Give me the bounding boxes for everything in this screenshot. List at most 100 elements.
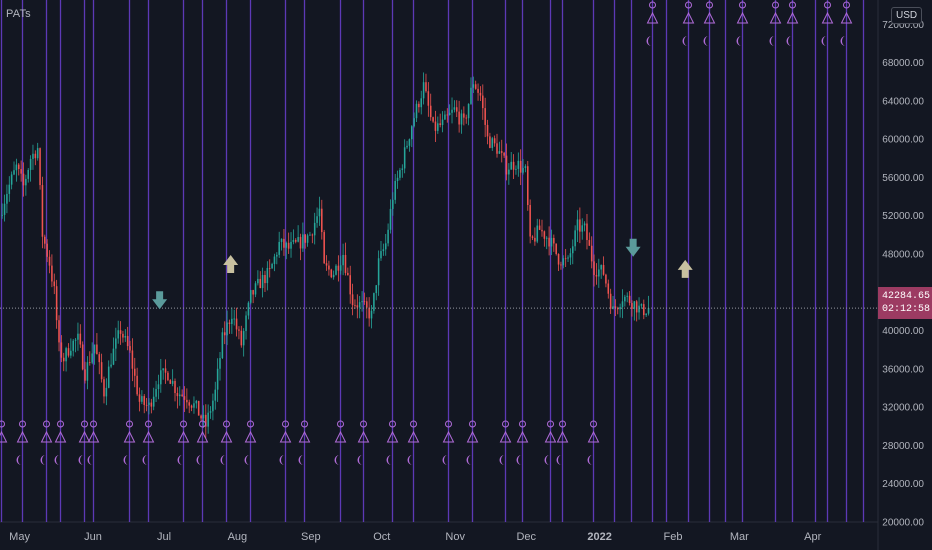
triangle-symbol xyxy=(840,11,853,24)
candle xyxy=(626,292,629,303)
astro-symbols-bottom xyxy=(466,420,479,465)
candle-body xyxy=(560,264,562,266)
triangle-symbol xyxy=(244,430,257,443)
candle-body xyxy=(569,253,572,258)
candle-body xyxy=(373,293,375,311)
astro-symbols-top xyxy=(646,1,659,47)
candle-body xyxy=(157,384,160,390)
candle-body xyxy=(261,275,264,289)
candle xyxy=(550,229,553,255)
candle xyxy=(36,142,39,161)
candle xyxy=(209,406,212,419)
candle-body xyxy=(8,184,11,194)
candle-body xyxy=(264,275,266,284)
circle-symbol xyxy=(547,420,554,428)
candle xyxy=(27,168,30,183)
circle-symbol xyxy=(282,420,289,428)
candle-body xyxy=(609,293,612,309)
candle xyxy=(100,353,103,383)
candle xyxy=(240,325,243,348)
candle xyxy=(567,255,569,262)
time-axis-labels: May Jun Jul Aug Sep Oct Nov Dec 2022 Feb Mar Apr xyxy=(9,531,821,543)
candle xyxy=(311,233,314,244)
crescent-symbol xyxy=(334,455,340,465)
candle-body xyxy=(91,353,93,363)
candle-body xyxy=(77,333,79,340)
candle xyxy=(200,414,202,422)
last-price-value: 42284.65 xyxy=(881,291,930,302)
circle-symbol xyxy=(389,420,396,428)
candle xyxy=(361,291,363,312)
astro-symbols-bottom xyxy=(40,420,53,465)
candle xyxy=(278,231,280,258)
candle xyxy=(292,229,295,245)
candle-body xyxy=(643,304,645,316)
candle xyxy=(105,378,108,406)
price-tick-label: 24000.00 xyxy=(882,479,924,490)
candle-body xyxy=(377,258,380,286)
circle-symbol xyxy=(739,1,746,9)
candle xyxy=(164,359,167,384)
candle-body xyxy=(602,265,605,275)
candle xyxy=(25,174,27,196)
time-tick-label: Feb xyxy=(664,531,683,543)
astro-symbols-bottom xyxy=(298,420,311,465)
circle-symbol xyxy=(0,420,5,428)
crescent-symbol xyxy=(123,455,129,465)
buy-arrow-icon xyxy=(677,259,693,278)
astro-symbols-bottom xyxy=(499,420,512,465)
candle-body xyxy=(595,274,598,277)
circle-symbol xyxy=(247,420,254,428)
price-tick-label: 52000.00 xyxy=(882,211,924,222)
astro-symbols-top xyxy=(769,1,782,47)
candle xyxy=(1,203,3,219)
candle xyxy=(119,321,122,345)
time-tick-label: Mar xyxy=(730,531,749,543)
candle-body xyxy=(122,333,124,338)
candle xyxy=(536,218,539,244)
candle-body xyxy=(160,370,162,385)
candle xyxy=(169,379,172,384)
candle xyxy=(425,73,427,93)
candle xyxy=(124,329,127,342)
candle xyxy=(107,360,110,389)
triangle-symbol xyxy=(87,430,100,443)
candle-body xyxy=(58,320,60,343)
candle-body xyxy=(89,362,91,363)
candle xyxy=(330,268,333,279)
candle xyxy=(150,398,153,414)
circle-symbol xyxy=(126,420,133,428)
candle-body xyxy=(446,114,449,116)
candle-body xyxy=(418,103,420,108)
candle-body xyxy=(162,368,164,371)
candle-body xyxy=(311,234,314,236)
candle xyxy=(562,255,565,269)
candle xyxy=(162,368,164,380)
candle-body xyxy=(247,302,250,316)
candle-body xyxy=(408,139,411,146)
candle-body xyxy=(467,103,470,119)
candle xyxy=(446,108,449,123)
candle xyxy=(645,313,647,318)
time-tick-label: May xyxy=(9,531,30,543)
candle xyxy=(145,397,148,412)
candle xyxy=(370,305,373,329)
candle xyxy=(545,236,548,250)
candle xyxy=(420,90,423,115)
currency-button[interactable]: USD xyxy=(891,7,923,24)
candle xyxy=(193,396,195,414)
candle-body xyxy=(226,322,228,336)
candle-body xyxy=(183,396,186,400)
candle-body xyxy=(375,285,378,294)
crescent-symbol xyxy=(244,455,250,465)
candle-body xyxy=(399,169,401,178)
candle-body xyxy=(429,105,432,118)
candle xyxy=(186,388,188,409)
crescent-symbol xyxy=(544,455,550,465)
price-tick-label: 32000.00 xyxy=(882,403,924,414)
candle-body xyxy=(110,364,112,367)
time-tick-label: Apr xyxy=(804,531,821,543)
candle xyxy=(427,82,430,117)
candle xyxy=(249,290,252,305)
